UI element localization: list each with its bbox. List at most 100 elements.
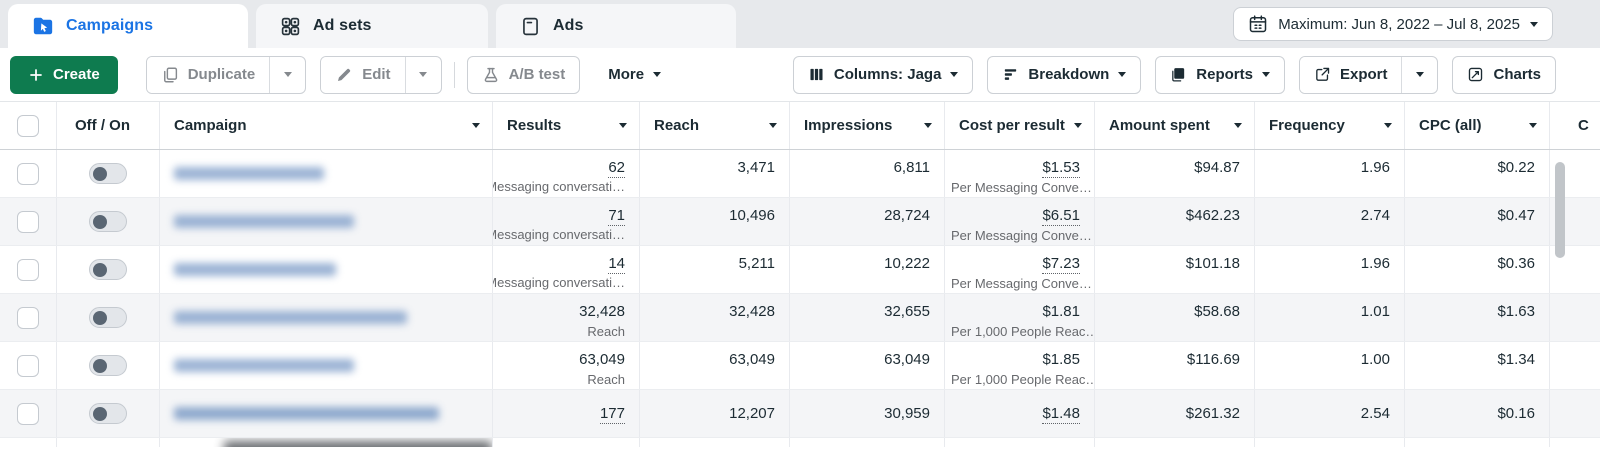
- columns-button[interactable]: Columns: Jaga: [792, 55, 974, 94]
- export-button-label: Export: [1339, 66, 1388, 83]
- header-amount-spent[interactable]: Amount spent: [1095, 102, 1255, 149]
- sort-caret-icon: [924, 123, 932, 128]
- header-campaign[interactable]: Campaign: [160, 102, 493, 149]
- tab-campaigns[interactable]: Campaigns: [8, 4, 248, 48]
- export-split-button: Export: [1298, 55, 1439, 94]
- chevron-down-icon: [1415, 72, 1424, 77]
- results-value: 32,428: [579, 303, 625, 320]
- sort-caret-icon: [619, 123, 627, 128]
- cost-subtitle: Per Messaging Conve…: [951, 180, 1092, 195]
- duplicate-dropdown-toggle[interactable]: [269, 56, 305, 93]
- more-button[interactable]: More: [594, 55, 676, 94]
- campaign-name-redacted[interactable]: [174, 215, 354, 228]
- tab-ads[interactable]: Ads: [496, 4, 736, 48]
- reports-button-label: Reports: [1196, 66, 1253, 83]
- ab-test-button-label: A/B test: [508, 66, 566, 83]
- impressions-value: 32,655: [884, 303, 930, 320]
- reach-value: 3,471: [737, 159, 775, 176]
- campaign-name-redacted[interactable]: [174, 311, 407, 324]
- cost-subtitle: Per Messaging Conve…: [951, 276, 1092, 291]
- amount-spent-value: $116.69: [1186, 351, 1240, 368]
- tab-campaigns-label: Campaigns: [66, 17, 154, 34]
- date-range-label: Maximum: Jun 8, 2022 – Jul 8, 2025: [1278, 15, 1520, 33]
- level-tab-bar: Campaigns Ad sets Ads Maximum: Jun 8, 20…: [0, 0, 1600, 48]
- table-row-partial: [0, 438, 1600, 447]
- flask-icon: [482, 66, 500, 84]
- reports-button[interactable]: Reports: [1155, 55, 1285, 94]
- vertical-scrollbar-thumb[interactable]: [1555, 162, 1565, 258]
- table-row: 14 Messaging conversati… 5,211 10,222 $7.…: [0, 246, 1600, 294]
- reach-value: 10,496: [729, 207, 775, 224]
- campaign-name-redacted[interactable]: [174, 407, 439, 420]
- reach-value: 5,211: [738, 255, 775, 272]
- table-row: 63,049 Reach 63,049 63,049 $1.85 Per 1,000…: [0, 342, 1600, 390]
- campaign-name-redacted[interactable]: [174, 359, 354, 372]
- campaign-onoff-toggle[interactable]: [89, 211, 127, 232]
- campaign-onoff-toggle[interactable]: [89, 163, 127, 184]
- toggle-knob: [93, 358, 107, 373]
- row-checkbox[interactable]: [17, 210, 39, 233]
- header-frequency[interactable]: Frequency: [1255, 102, 1405, 149]
- chevron-down-icon: [1118, 72, 1127, 77]
- date-range-picker[interactable]: Maximum: Jun 8, 2022 – Jul 8, 2025: [1233, 7, 1553, 41]
- export-button[interactable]: Export: [1299, 56, 1402, 93]
- cpc-value: $1.34: [1497, 351, 1535, 368]
- frequency-value: 2.74: [1360, 207, 1390, 224]
- results-value: 14: [608, 255, 625, 274]
- chevron-down-icon: [950, 72, 959, 77]
- tab-ad-sets[interactable]: Ad sets: [256, 4, 488, 48]
- select-all-checkbox[interactable]: [17, 114, 39, 137]
- header-impressions[interactable]: Impressions: [790, 102, 945, 149]
- header-results[interactable]: Results: [493, 102, 640, 149]
- edit-dropdown-toggle[interactable]: [404, 56, 441, 93]
- export-dropdown-toggle[interactable]: [1401, 56, 1437, 93]
- header-cost-per-result[interactable]: Cost per result: [945, 102, 1095, 149]
- reach-value: 12,207: [729, 405, 775, 422]
- row-checkbox[interactable]: [17, 258, 39, 281]
- row-checkbox[interactable]: [17, 402, 39, 425]
- results-subtitle: Reach: [587, 324, 625, 339]
- ads-page-icon: [520, 16, 541, 37]
- cost-per-result-value: $1.81: [1042, 303, 1080, 320]
- create-button[interactable]: Create: [10, 55, 118, 94]
- tab-ad-sets-label: Ad sets: [313, 17, 372, 34]
- duplicate-button[interactable]: Duplicate: [146, 56, 270, 93]
- header-cpc[interactable]: CPC (all): [1405, 102, 1550, 149]
- edit-button[interactable]: Edit: [321, 56, 405, 93]
- frequency-value: 1.96: [1360, 255, 1390, 272]
- reports-pages-icon: [1170, 66, 1187, 83]
- breakdown-button[interactable]: Breakdown: [987, 55, 1142, 94]
- ad-sets-grid-icon: [280, 16, 301, 37]
- export-icon: [1314, 66, 1331, 83]
- table-row: 32,428 Reach 32,428 32,655 $1.81 Per 1,000…: [0, 294, 1600, 342]
- campaigns-folder-icon: [32, 15, 54, 37]
- duplicate-button-label: Duplicate: [187, 66, 256, 83]
- chevron-down-icon: [419, 72, 428, 77]
- breakdown-button-label: Breakdown: [1028, 66, 1110, 83]
- results-value: 71: [608, 207, 625, 226]
- row-checkbox[interactable]: [17, 162, 39, 185]
- campaign-name-redacted[interactable]: [174, 167, 324, 180]
- results-subtitle: Reach: [587, 372, 625, 387]
- campaign-onoff-toggle[interactable]: [89, 403, 127, 424]
- impressions-value: 30,959: [884, 405, 930, 422]
- campaign-name-redacted[interactable]: [174, 263, 336, 276]
- toggle-knob: [93, 310, 107, 325]
- row-checkbox[interactable]: [17, 306, 39, 329]
- columns-icon: [808, 66, 825, 83]
- header-checkbox-cell: [0, 102, 57, 149]
- ab-test-button[interactable]: A/B test: [466, 55, 581, 94]
- charts-button[interactable]: Charts: [1452, 55, 1556, 94]
- cost-subtitle: Per 1,000 People Reac…: [951, 324, 1095, 339]
- campaign-onoff-toggle[interactable]: [89, 355, 127, 376]
- campaign-onoff-toggle[interactable]: [89, 307, 127, 328]
- charts-icon: [1467, 66, 1484, 83]
- sort-caret-icon: [1074, 123, 1082, 128]
- more-button-label: More: [608, 66, 645, 83]
- toggle-knob: [93, 262, 107, 277]
- campaign-onoff-toggle[interactable]: [89, 259, 127, 280]
- charts-button-label: Charts: [1493, 66, 1541, 83]
- row-checkbox[interactable]: [17, 354, 39, 377]
- header-reach[interactable]: Reach: [640, 102, 790, 149]
